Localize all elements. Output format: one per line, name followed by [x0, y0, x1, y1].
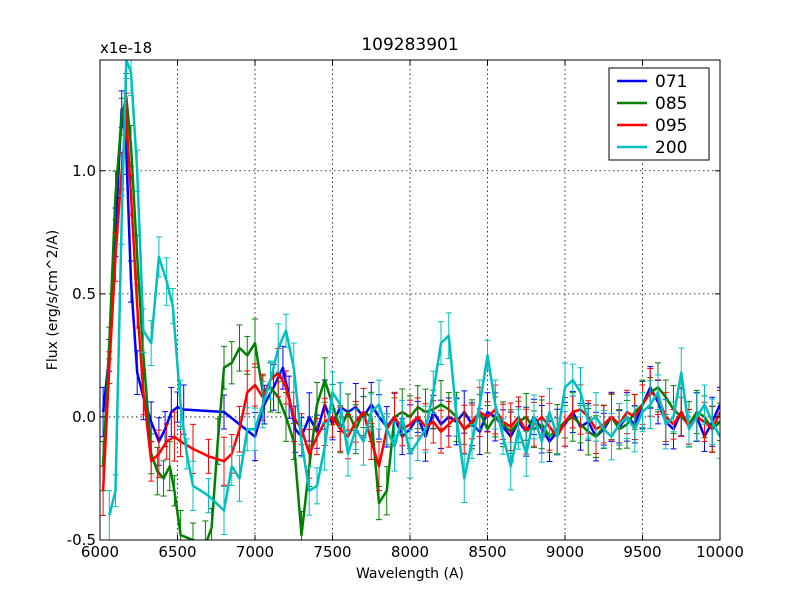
legend-label: 071: [655, 72, 687, 92]
ticks: 6000 6500 7000 7500 8000 8500 9000 9500 10000 -0.…: [67, 60, 744, 561]
x-tick-label: 6000: [81, 543, 119, 561]
x-tick-label: 9000: [546, 543, 584, 561]
legend-label: 200: [655, 138, 687, 158]
x-axis-label: Wavelength (A): [356, 566, 464, 582]
x-tick-label: 7500: [313, 543, 351, 561]
chart-title: 109283901: [361, 35, 458, 55]
y-tick-label: -0.5: [67, 531, 96, 549]
legend-label: 085: [655, 94, 687, 114]
y-tick-label: 0.5: [72, 285, 96, 303]
y-tick-label: 0.0: [72, 408, 96, 426]
x-tick-label: 9500: [623, 543, 661, 561]
series-line: [108, 60, 720, 516]
series-200: [106, 60, 720, 540]
x-tick-label: 10000: [696, 543, 744, 561]
x-tick-label: 8000: [391, 543, 429, 561]
y-scale-note: x1e-18: [100, 39, 152, 57]
y-tick-label: 1.0: [72, 162, 96, 180]
x-tick-label: 7000: [236, 543, 274, 561]
x-tick-label: 8500: [468, 543, 506, 561]
y-axis-label: Flux (erg/s/cm^2/A): [45, 230, 61, 370]
x-tick-label: 6500: [158, 543, 196, 561]
legend-label: 095: [655, 116, 687, 136]
series-line: [101, 115, 720, 491]
series-layer: [100, 60, 720, 540]
legend-box: [608, 67, 710, 161]
